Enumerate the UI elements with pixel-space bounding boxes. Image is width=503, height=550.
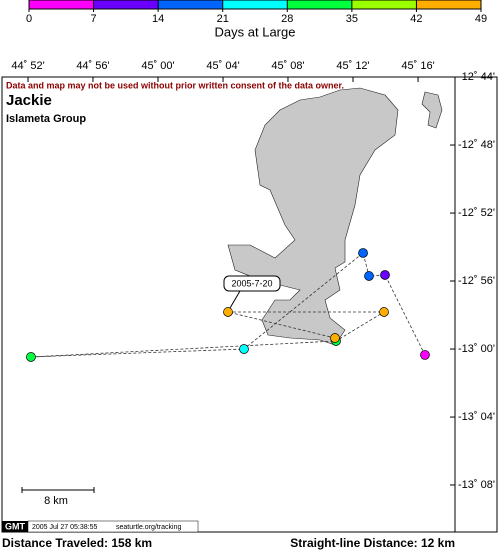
y-tick-label: -12˚ 48'	[458, 139, 495, 151]
x-tick-label: 45˚ 00'	[141, 60, 174, 72]
group-name: Islameta Group	[6, 113, 86, 125]
turtle-name: Jackie	[6, 92, 52, 109]
colorbar-tick-label: 0	[26, 13, 32, 25]
x-tick-label: 45˚ 16'	[401, 60, 434, 72]
stamp-box	[27, 520, 199, 533]
x-tick-label: 44˚ 52'	[11, 60, 44, 72]
y-tick-label: -12˚ 52'	[458, 207, 495, 219]
x-tick-label: 44˚ 56'	[76, 60, 109, 72]
y-tick-label: -13˚ 04'	[458, 411, 495, 423]
colorbar-tick-label: 35	[346, 13, 358, 25]
location-point	[330, 333, 340, 343]
straight-distance: Straight-line Distance: 12 km	[290, 536, 455, 550]
colorbar-title: Days at Large	[215, 24, 296, 39]
colorbar-segment	[93, 0, 159, 9]
scale-label: 8 km	[44, 495, 68, 507]
x-tick-label: 45˚ 04'	[206, 60, 239, 72]
colorbar-segment	[29, 0, 94, 9]
site: seaturtle.org/tracking	[116, 524, 181, 531]
distance-traveled: Distance Traveled: 158 km	[2, 536, 152, 550]
callout-label: 2005-7-20	[231, 278, 272, 288]
colorbar-tick-label: 21	[217, 13, 229, 25]
outer-frame	[1, 76, 498, 533]
location-point	[26, 352, 36, 362]
callout-pointer	[229, 290, 241, 309]
colorbar-tick-label: 14	[152, 13, 164, 25]
timestamp: 2005 Jul 27 05:38:55	[32, 524, 97, 531]
colorbar-segment	[416, 0, 481, 9]
x-tick-label: 45˚ 08'	[271, 60, 304, 72]
location-point	[420, 350, 430, 360]
colorbar-segment	[158, 0, 223, 9]
gmt-label: GMT	[5, 521, 25, 531]
location-point	[358, 248, 368, 258]
colorbar-segment	[351, 0, 417, 9]
location-point	[239, 344, 249, 354]
gmt-badge	[2, 521, 28, 532]
notice: Data and map may not be used without pri…	[6, 80, 344, 90]
colorbar-tick-label: 7	[91, 13, 97, 25]
location-point	[364, 271, 374, 281]
x-tick-label: 45˚ 12'	[336, 60, 369, 72]
y-tick-label: -12˚ 44'	[458, 71, 495, 83]
y-tick-label: -13˚ 00'	[458, 343, 495, 355]
track-line	[30, 252, 426, 358]
colorbar-segment	[287, 0, 352, 9]
location-point	[223, 307, 233, 317]
callout-box	[223, 275, 281, 292]
colorbar-tick-label: 28	[281, 13, 293, 25]
y-tick-label: -12˚ 56'	[458, 275, 495, 287]
colorbar-tick-label: 49	[475, 13, 487, 25]
colorbar-segment	[222, 0, 288, 9]
y-tick-label: -13˚ 08'	[458, 479, 495, 491]
colorbar-tick-label: 42	[410, 13, 422, 25]
map-frame	[1, 76, 456, 533]
petite-terre	[421, 91, 443, 129]
location-point	[379, 307, 389, 317]
location-point	[380, 270, 390, 280]
